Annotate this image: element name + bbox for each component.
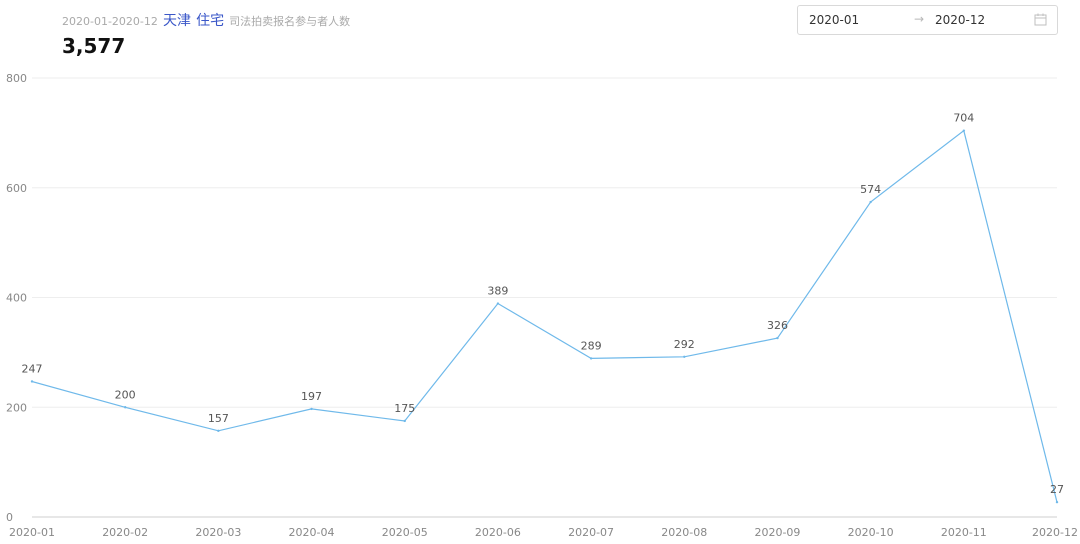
data-point — [496, 302, 500, 305]
total-value: 3,577 — [62, 34, 126, 58]
x-tick-label: 2020-11 — [941, 526, 987, 539]
data-label: 389 — [487, 285, 508, 298]
calendar-icon[interactable] — [1034, 13, 1047, 26]
x-tick-label: 2020-07 — [568, 526, 614, 539]
data-label: 27 — [1050, 483, 1064, 496]
y-tick-label: 200 — [6, 401, 27, 414]
data-point — [962, 129, 966, 132]
data-point — [217, 429, 220, 433]
data-point — [776, 336, 779, 340]
start-month-input[interactable]: 2020-01 — [809, 13, 860, 27]
date-range-label: 2020-01-2020-12 — [62, 15, 158, 28]
data-label: 704 — [953, 112, 974, 125]
x-tick-label: 2020-05 — [382, 526, 428, 539]
data-point — [683, 355, 686, 358]
data-point — [589, 357, 593, 360]
y-tick-label: 0 — [6, 511, 13, 524]
data-label: 157 — [208, 412, 229, 425]
data-label: 289 — [581, 339, 602, 352]
chart-header: 2020-01-2020-12 天津 住宅 司法拍卖报名参与者人数 — [62, 10, 350, 30]
x-tick-label: 2020-06 — [475, 526, 521, 539]
data-label: 175 — [394, 402, 415, 415]
metric-description: 司法拍卖报名参与者人数 — [229, 15, 351, 28]
date-range-picker[interactable]: 2020-01 → 2020-12 — [797, 5, 1058, 35]
data-point — [310, 407, 313, 411]
data-point — [403, 419, 406, 423]
data-label: 574 — [860, 183, 881, 196]
x-tick-label: 2020-10 — [848, 526, 894, 539]
x-tick-label: 2020-03 — [195, 526, 241, 539]
city-label[interactable]: 天津 — [162, 13, 191, 29]
y-tick-label: 400 — [6, 292, 27, 305]
data-label: 326 — [767, 319, 788, 332]
data-label: 292 — [674, 338, 695, 351]
x-tick-label: 2020-12 — [1032, 526, 1078, 539]
data-label: 247 — [22, 362, 43, 375]
data-point — [30, 380, 34, 383]
series-line — [31, 129, 1058, 503]
y-tick-label: 600 — [6, 182, 27, 195]
data-point — [869, 200, 872, 204]
data-label: 200 — [115, 388, 136, 401]
data-label: 197 — [301, 390, 322, 403]
data-point — [123, 406, 127, 409]
end-month-input[interactable]: 2020-12 — [935, 13, 986, 27]
x-tick-label: 2020-01 — [9, 526, 55, 539]
x-tick-label: 2020-04 — [289, 526, 335, 539]
x-tick-label: 2020-09 — [754, 526, 800, 539]
range-arrow-icon: → — [914, 12, 925, 26]
x-tick-label: 2020-02 — [102, 526, 148, 539]
y-tick-label: 800 — [6, 72, 27, 85]
property-type-label[interactable]: 住宅 — [196, 13, 225, 29]
data-point — [1055, 500, 1059, 504]
x-tick-label: 2020-08 — [661, 526, 707, 539]
